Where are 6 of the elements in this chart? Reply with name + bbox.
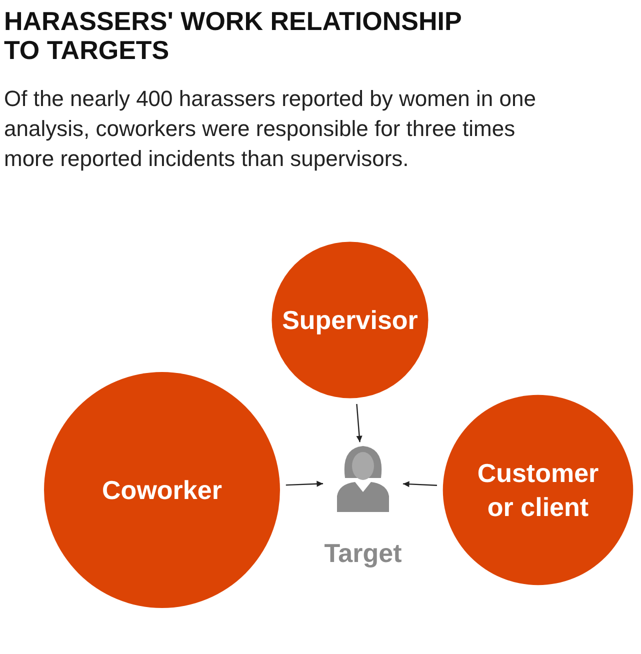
chart-subtitle: Of the nearly 400 harassers reported by women in one analysis, coworkers were responsible for three times more reported incidents than supervisors.	[4, 86, 536, 171]
x-tick-label: Coworker	[102, 475, 222, 505]
text: Target	[324, 538, 402, 568]
x-tick-label: Supervisor	[282, 305, 418, 335]
chart-title: HARASSERS' WORK RELATIONSHIP TO TARGETS	[4, 6, 462, 65]
x-tick-label: Customer or client	[477, 458, 599, 522]
